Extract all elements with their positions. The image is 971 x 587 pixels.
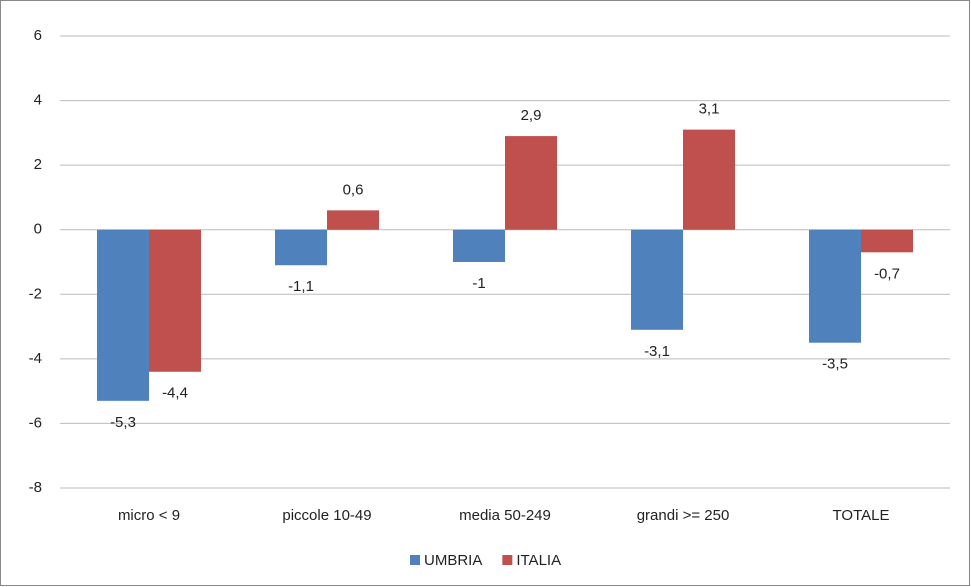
value-label: -1,1	[288, 278, 314, 295]
bar	[327, 210, 379, 230]
value-label: -3,5	[822, 356, 848, 373]
y-tick-label: 6	[34, 27, 42, 44]
legend-label: ITALIA	[516, 552, 561, 569]
bar	[275, 229, 327, 266]
x-tick-label: TOTALE	[833, 507, 890, 524]
y-tick-label: 0	[34, 221, 42, 238]
value-label: 0,6	[343, 181, 364, 198]
y-tick-label: -8	[29, 479, 42, 496]
x-tick-label: grandi >= 250	[637, 507, 730, 524]
x-tick-label: piccole 10-49	[282, 507, 371, 524]
bar	[149, 229, 201, 372]
y-tick-label: 2	[34, 156, 42, 173]
y-tick-label: 4	[34, 92, 42, 109]
value-label: -5,3	[110, 414, 136, 431]
y-tick-label: -2	[29, 285, 42, 302]
legend-label: UMBRIA	[424, 552, 482, 569]
bar	[453, 229, 505, 262]
bar	[505, 136, 557, 230]
bar	[809, 229, 861, 343]
value-label: 2,9	[521, 107, 542, 124]
bar	[97, 229, 149, 401]
value-label: 3,1	[699, 101, 720, 118]
value-label: -3,1	[644, 343, 670, 360]
bar	[861, 229, 913, 253]
value-label: -4,4	[162, 385, 188, 402]
legend-swatch	[410, 555, 420, 565]
value-label: -0,7	[874, 265, 900, 282]
bar	[683, 129, 735, 230]
x-tick-label: micro < 9	[118, 507, 180, 524]
value-label: -1	[472, 275, 485, 292]
legend-swatch	[502, 555, 513, 565]
y-tick-label: -4	[29, 350, 42, 367]
y-tick-label: -6	[29, 414, 42, 431]
bar	[631, 229, 683, 330]
x-tick-label: media 50-249	[459, 507, 551, 524]
